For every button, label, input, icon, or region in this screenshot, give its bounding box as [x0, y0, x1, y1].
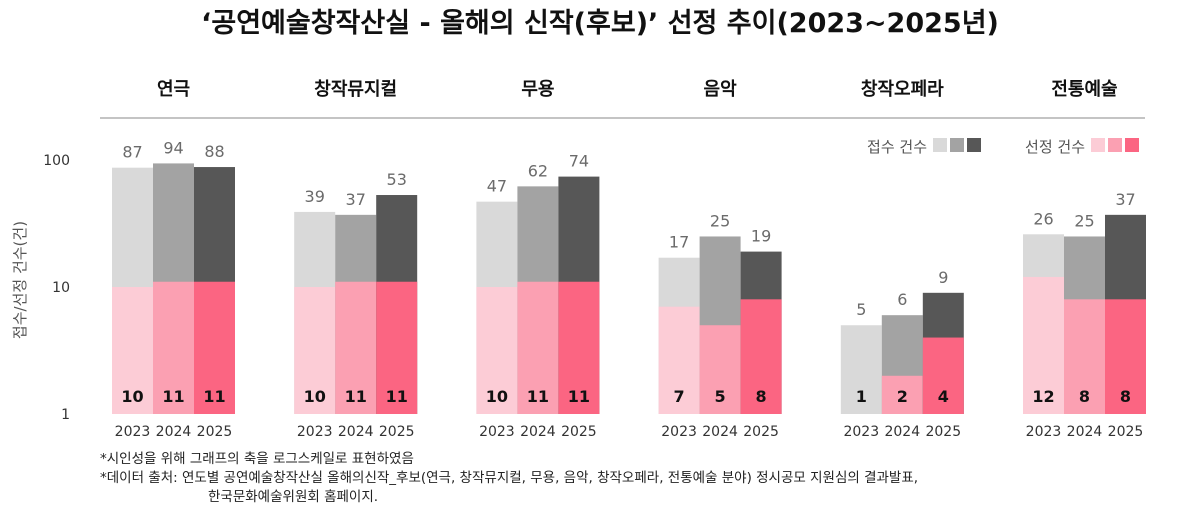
- legend-swatch: [933, 138, 947, 152]
- bar-selected: [376, 281, 418, 414]
- plot-area: 110100연극871020239411202488112025창작뮤지컬391…: [43, 78, 1146, 440]
- data-label-received: 19: [751, 227, 771, 246]
- y-axis-label: 접수/선정 건수(건): [11, 221, 29, 339]
- year-label: 2025: [1108, 424, 1144, 440]
- bar-selected: [740, 299, 782, 414]
- bar-selected: [194, 281, 235, 414]
- data-label-selected: 8: [1120, 387, 1131, 406]
- legend-swatch: [1125, 138, 1139, 152]
- category-label: 창작뮤지컬: [314, 78, 397, 100]
- data-label-selected: 11: [568, 387, 590, 406]
- footnotes: *시인성을 위해 그래프의 축을 로그스케일로 표현하였음 *데이터 출처: 연…: [100, 450, 918, 507]
- chart-title: ‘공연예술창작산실 - 올해의 신작(후보)’ 선정 추이(2023~2025년…: [201, 8, 999, 39]
- data-label-selected: 11: [527, 387, 549, 406]
- data-label-received: 17: [669, 233, 689, 252]
- bar-selected: [112, 287, 153, 414]
- bar-selected: [1023, 276, 1064, 414]
- data-label-selected: 5: [715, 387, 726, 406]
- year-label: 2025: [925, 424, 961, 440]
- legend-swatch: [950, 138, 964, 152]
- data-label-received: 37: [346, 190, 366, 209]
- category-label: 무용: [521, 79, 554, 100]
- year-label: 2023: [479, 424, 515, 440]
- year-label: 2024: [520, 424, 556, 440]
- data-label-received: 25: [1074, 211, 1094, 230]
- year-label: 2024: [884, 424, 920, 440]
- data-label-selected: 10: [304, 387, 326, 406]
- bar-selected: [1064, 299, 1105, 414]
- bar-selected: [922, 337, 964, 414]
- bar-selected: [1105, 299, 1146, 414]
- data-label-received: 6: [897, 290, 907, 309]
- y-tick-label: 1: [61, 407, 70, 423]
- legend-label: 접수 건수: [867, 138, 927, 156]
- year-label: 2024: [1067, 424, 1103, 440]
- category-label: 음악: [704, 79, 738, 100]
- legend-swatch: [967, 138, 981, 152]
- data-label-received: 47: [487, 177, 507, 196]
- bar-selected: [517, 281, 559, 414]
- year-label: 2023: [1026, 424, 1062, 440]
- data-label-selected: 7: [674, 387, 685, 406]
- data-label-selected: 10: [486, 387, 508, 406]
- data-label-selected: 4: [938, 387, 949, 406]
- year-label: 2024: [338, 424, 374, 440]
- data-label-received: 39: [305, 187, 325, 206]
- data-label-received: 25: [710, 211, 730, 230]
- year-label: 2024: [702, 424, 738, 440]
- chart: ‘공연예술창작산실 - 올해의 신작(후보)’ 선정 추이(2023~2025년…: [11, 8, 1146, 440]
- legend-swatch: [1108, 138, 1122, 152]
- category-label: 연극: [157, 79, 190, 100]
- year-label: 2023: [115, 424, 151, 440]
- bar-selected: [476, 287, 518, 414]
- footnote-source: *데이터 출처: 연도별 공연예술창작산실 올해의신작_후보(연극, 창작뮤지컬…: [100, 470, 919, 486]
- year-label: 2023: [297, 424, 333, 440]
- data-label-received: 74: [569, 152, 589, 171]
- y-tick-label: 10: [52, 280, 70, 296]
- y-tick-label: 100: [43, 153, 70, 169]
- data-label-received: 9: [938, 268, 948, 287]
- bar-selected: [699, 325, 741, 414]
- bar-received: [840, 325, 882, 414]
- data-label-received: 37: [1115, 190, 1135, 209]
- year-label: 2025: [743, 424, 779, 440]
- data-label-received: 88: [204, 142, 224, 161]
- bar-selected: [881, 375, 923, 414]
- bar-selected: [658, 306, 700, 414]
- data-label-selected: 11: [162, 387, 184, 406]
- footnote-logscale: *시인성을 위해 그래프의 축을 로그스케일로 표현하였음: [100, 451, 414, 467]
- category-label: 전통예술: [1051, 79, 1117, 100]
- year-label: 2025: [561, 424, 597, 440]
- data-label-received: 26: [1033, 209, 1053, 228]
- category-label: 창작오페라: [861, 79, 944, 100]
- data-label-selected: 11: [386, 387, 408, 406]
- data-label-received: 53: [387, 170, 407, 189]
- year-label: 2024: [156, 424, 192, 440]
- bar-selected: [153, 281, 194, 414]
- data-label-selected: 1: [856, 387, 867, 406]
- legend: 접수 건수 선정 건수: [867, 138, 1139, 156]
- bar-selected: [558, 281, 600, 414]
- data-label-received: 62: [528, 161, 548, 180]
- footnote-source-cont: 한국문화예술위원회 홈페이지.: [208, 489, 379, 505]
- data-label-received: 87: [122, 143, 142, 162]
- data-label-selected: 11: [203, 387, 225, 406]
- bar-selected: [335, 281, 377, 414]
- data-label-received: 5: [856, 300, 866, 319]
- legend-swatch: [1091, 138, 1105, 152]
- data-label-selected: 8: [756, 387, 767, 406]
- data-label-selected: 11: [345, 387, 367, 406]
- year-label: 2025: [379, 424, 415, 440]
- year-label: 2023: [843, 424, 879, 440]
- data-label-selected: 2: [897, 387, 908, 406]
- legend-label: 선정 건수: [1025, 138, 1085, 156]
- data-label-selected: 8: [1079, 387, 1090, 406]
- bar-selected: [294, 287, 336, 414]
- year-label: 2025: [197, 424, 233, 440]
- data-label-received: 94: [163, 138, 183, 157]
- data-label-selected: 12: [1032, 387, 1054, 406]
- year-label: 2023: [661, 424, 697, 440]
- data-label-selected: 10: [121, 387, 143, 406]
